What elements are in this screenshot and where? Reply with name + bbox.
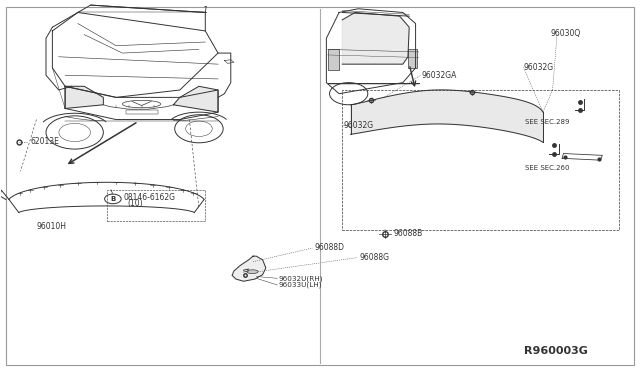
Text: 62013E: 62013E [30, 137, 59, 146]
Text: 96033U(LH): 96033U(LH) [278, 282, 322, 288]
Polygon shape [65, 86, 103, 109]
Text: 96032G: 96032G [524, 62, 554, 72]
Text: SEE SEC.260: SEE SEC.260 [525, 165, 570, 171]
Text: 96032G: 96032G [344, 121, 374, 129]
Text: R960003G: R960003G [524, 346, 588, 356]
Polygon shape [342, 13, 409, 64]
Ellipse shape [246, 270, 258, 273]
Text: SEE SEC.289: SEE SEC.289 [525, 119, 570, 125]
FancyBboxPatch shape [328, 49, 339, 70]
Text: 96010H: 96010H [36, 222, 67, 231]
Text: 96032GA: 96032GA [422, 71, 458, 80]
Polygon shape [173, 86, 218, 112]
Text: 96088B: 96088B [394, 229, 422, 238]
Text: 96088D: 96088D [315, 243, 345, 252]
Text: (10): (10) [127, 199, 143, 208]
Text: 96030Q: 96030Q [550, 29, 581, 38]
Text: 96032U(RH): 96032U(RH) [278, 275, 323, 282]
Polygon shape [232, 256, 266, 281]
Text: 1: 1 [203, 6, 208, 15]
Text: B: B [110, 196, 116, 202]
FancyBboxPatch shape [408, 49, 417, 68]
Polygon shape [351, 90, 543, 142]
Text: 96088G: 96088G [360, 253, 390, 262]
Text: 08146-6162G: 08146-6162G [124, 193, 176, 202]
